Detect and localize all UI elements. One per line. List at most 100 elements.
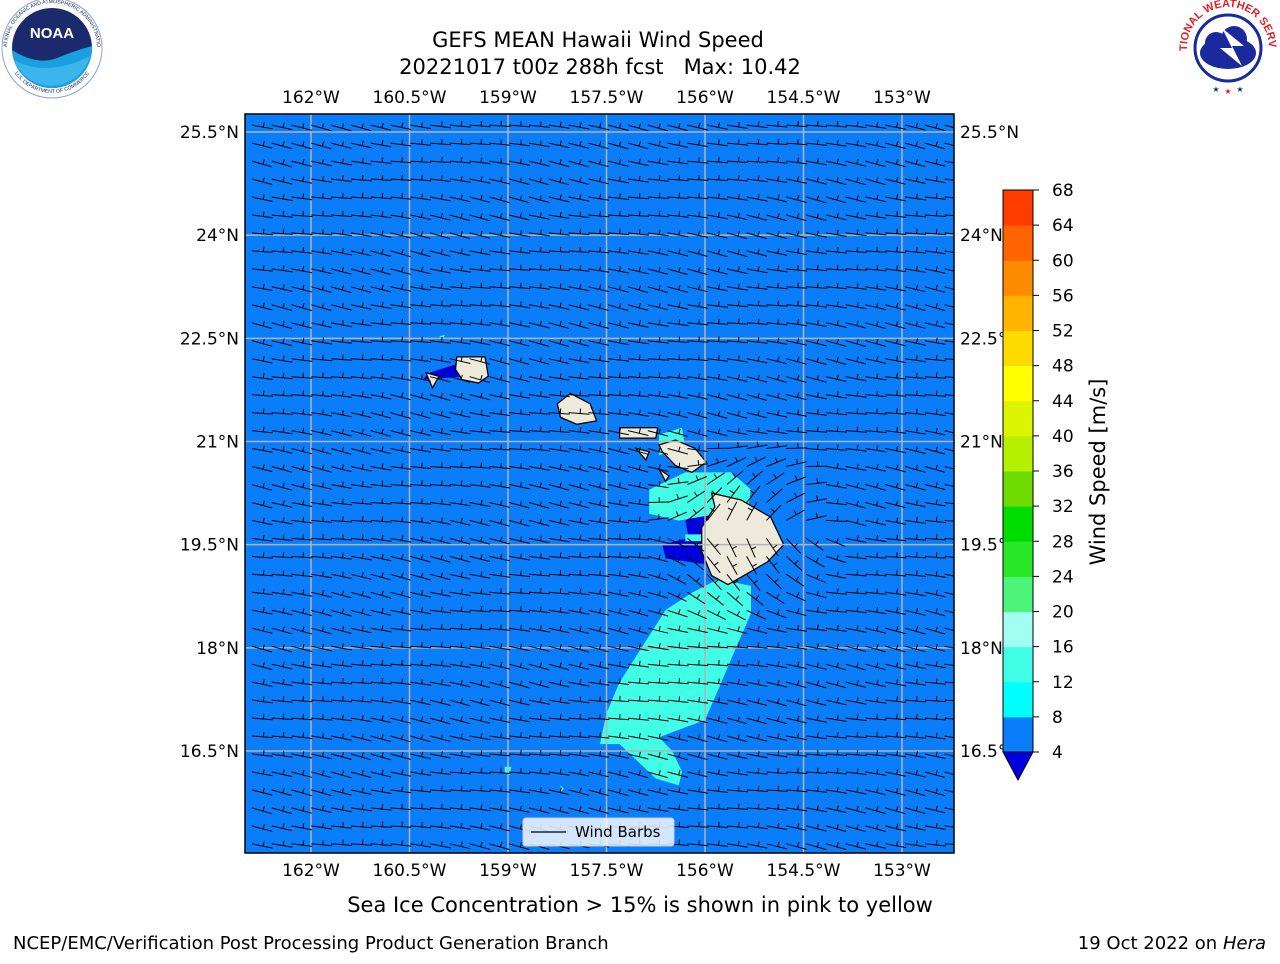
- wind-barb: [350, 733, 372, 742]
- wind-barb: [687, 556, 704, 571]
- wind-barb: [489, 319, 511, 327]
- wind-barb: [568, 679, 590, 687]
- wind-barb: [647, 123, 669, 132]
- wind-barb: [330, 626, 352, 634]
- wind-barb: [449, 716, 471, 725]
- wind-barb: [667, 336, 689, 343]
- wind-barbs-layer: [251, 120, 954, 851]
- wind-barb: [627, 354, 649, 361]
- wind-barb: [251, 662, 273, 671]
- wind-barb: [390, 535, 412, 543]
- wind-barb: [766, 804, 788, 811]
- wind-barb: [291, 284, 312, 293]
- wind-barb: [568, 408, 590, 415]
- wind-barb: [469, 715, 491, 724]
- colorbar-tick-label: 56: [1052, 286, 1074, 306]
- wind-barb: [370, 715, 392, 723]
- wind-barb: [786, 750, 808, 757]
- wind-barb: [845, 731, 867, 739]
- wind-barb: [865, 588, 887, 595]
- wind-barb: [667, 591, 687, 602]
- wind-barb: [845, 787, 867, 795]
- wind-barb: [548, 535, 570, 543]
- wind-barb: [726, 591, 744, 607]
- wind-barb: [489, 749, 511, 757]
- lon-tick-label-bottom: 156°W: [676, 861, 734, 881]
- wind-barb: [509, 715, 530, 723]
- wind-barb: [528, 625, 550, 633]
- wind-barb: [766, 231, 787, 239]
- colorbar-segment: [1003, 681, 1033, 718]
- wind-barb: [251, 787, 273, 796]
- wind-barb: [687, 392, 709, 400]
- wind-barb: [944, 789, 954, 793]
- wind-barb: [390, 624, 412, 632]
- lon-tick-label-top: 157.5°W: [570, 88, 644, 108]
- wind-barb: [291, 210, 313, 218]
- wind-barb: [944, 699, 954, 702]
- wind-barb: [687, 752, 708, 761]
- wind-barb: [726, 355, 748, 363]
- wind-barb: [944, 573, 954, 577]
- wind-barb: [429, 410, 451, 419]
- wind-barb: [588, 552, 610, 559]
- wind-barb: [924, 822, 946, 830]
- wind-barb: [588, 589, 610, 597]
- wind-barb: [806, 715, 827, 723]
- wind-barb: [311, 499, 333, 507]
- wind-barb: [786, 120, 808, 128]
- wind-barb: [311, 643, 332, 652]
- wind-barb: [469, 282, 491, 289]
- wind-barb: [410, 336, 432, 344]
- wind-barb: [390, 769, 412, 777]
- wind-barb: [608, 516, 630, 524]
- wind-barb: [825, 121, 847, 128]
- wind-barb: [509, 177, 530, 185]
- wind-barb: [786, 356, 807, 365]
- wind-barb: [370, 354, 392, 361]
- wind-barb: [687, 786, 709, 794]
- wind-barb: [865, 194, 887, 203]
- wind-barb: [370, 839, 392, 847]
- wind-barb: [805, 590, 827, 599]
- wind-barb: [885, 607, 906, 615]
- wind-barb: [489, 536, 510, 545]
- wind-barb: [805, 555, 825, 568]
- wind-barb: [548, 426, 570, 433]
- colorbar-label: Wind Speed [m/s]: [1086, 379, 1110, 566]
- wind-barb: [845, 824, 867, 833]
- wind-barb: [687, 538, 705, 552]
- wind-barb: [330, 464, 352, 473]
- wind-barb: [806, 732, 828, 740]
- wind-barb: [429, 392, 451, 401]
- lat-tick-label-right: 21°N: [960, 433, 1003, 453]
- wind-barb: [429, 660, 451, 668]
- wind-barb: [390, 752, 411, 760]
- wind-barb: [667, 511, 687, 521]
- wind-barb: [331, 391, 352, 398]
- wind-barb: [687, 336, 709, 343]
- wind-barb: [865, 482, 886, 491]
- wind-barb: [350, 770, 372, 778]
- wind-barb: [350, 140, 372, 149]
- wind-barb: [410, 249, 431, 258]
- wind-barb: [370, 267, 392, 276]
- wind-barb: [489, 767, 511, 774]
- wind-barb: [885, 194, 906, 202]
- wind-barb: [687, 803, 709, 811]
- wind-barb: [350, 302, 372, 310]
- wind-barb: [806, 139, 828, 146]
- wind-barb: [707, 355, 729, 362]
- wind-barb: [311, 428, 332, 436]
- wind-barb: [845, 749, 867, 757]
- wind-barb: [528, 356, 550, 365]
- wind-barb: [706, 503, 721, 521]
- wind-barb: [469, 606, 491, 613]
- wind-barb: [905, 210, 927, 218]
- wind-barb: [568, 211, 590, 219]
- wind-barb: [687, 625, 709, 634]
- wind-barb: [726, 139, 748, 146]
- wind-barb: [568, 464, 590, 473]
- wind-barb: [370, 410, 392, 419]
- wind-barb: [687, 157, 709, 164]
